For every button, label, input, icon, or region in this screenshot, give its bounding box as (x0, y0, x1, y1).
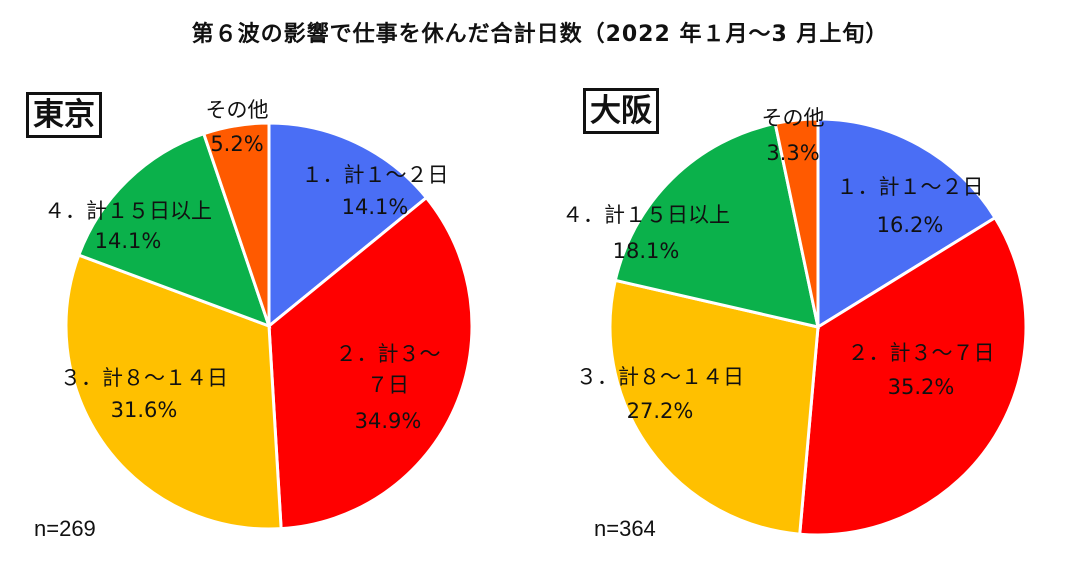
tokyo-slice-2-label: ２．計３～ (336, 342, 441, 366)
tokyo-slice-4-label: ４．計１５日以上 (44, 199, 212, 223)
tokyo-slice-4 (76, 131, 272, 329)
tokyo-slice-3-label: ３．計８～１４日 (60, 366, 228, 390)
tokyo-slice-2 (267, 195, 474, 531)
osaka-slice-5 (773, 117, 820, 328)
osaka-sample-size: n=364 (594, 516, 656, 541)
osaka-slice-3-pct: 27.2% (627, 399, 694, 423)
tokyo-region-label: 東京 (26, 92, 102, 138)
tokyo-slice-1-pct: 14.1% (342, 195, 409, 219)
osaka-slice-3-label: ３．計８～１４日 (576, 365, 744, 389)
tokyo-slice-2-label-cont: ７日 (367, 373, 409, 397)
osaka-slice-1 (816, 117, 998, 330)
tokyo-slice-1 (267, 121, 429, 330)
osaka-slice-1-pct: 16.2% (877, 213, 944, 237)
osaka-slice-3 (608, 278, 820, 536)
tokyo-slice-2-pct: 34.9% (355, 409, 422, 433)
tokyo-slice-5-label: その他 (206, 98, 269, 122)
osaka-slice-4-pct: 18.1% (613, 239, 680, 263)
osaka-slice-4 (613, 121, 820, 329)
osaka-slice-4-label: ４．計１５日以上 (562, 203, 730, 227)
tokyo-slice-5-pct: 5.2% (210, 132, 263, 156)
osaka-slice-5-label: その他 (762, 106, 825, 130)
tokyo-sample-size: n=269 (34, 516, 96, 541)
tokyo-slice-4-pct: 14.1% (95, 229, 162, 253)
osaka-region-label: 大阪 (583, 88, 659, 134)
osaka-slice-2 (798, 215, 1028, 537)
tokyo-slice-1-label: １．計１～２日 (302, 163, 449, 187)
tokyo-slice-3-pct: 31.6% (111, 398, 178, 422)
osaka-slice-2-pct: 35.2% (888, 375, 955, 399)
tokyo-slice-5 (201, 121, 271, 327)
tokyo-slice-3 (64, 253, 283, 531)
chart-title: 第６波の影響で仕事を休んだ合計日数（2022 年１月～3 月上旬） (191, 22, 889, 47)
osaka-slice-1-label: １．計１～２日 (837, 175, 984, 199)
osaka-slice-5-pct: 3.3% (766, 141, 819, 165)
osaka-slice-2-label: ２．計３～７日 (848, 341, 995, 365)
